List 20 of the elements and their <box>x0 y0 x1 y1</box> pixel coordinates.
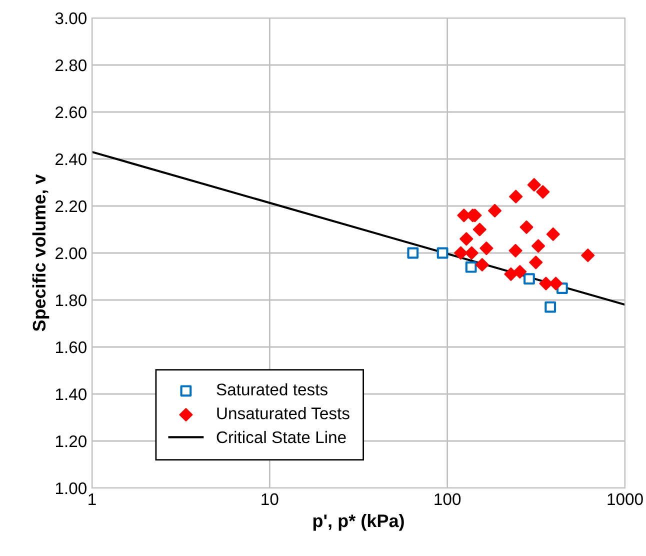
y-axis-title: Specific volume, v <box>32 174 50 332</box>
y-tick-label: 1.60 <box>56 341 86 354</box>
y-tick-label: 2.60 <box>56 106 86 118</box>
y-tick-label: 1.80 <box>56 294 86 306</box>
y-tick-label: 2.80 <box>56 59 86 72</box>
x-tick-label: 100 <box>434 493 461 506</box>
x-axis-title: p', p* (kPa) <box>313 514 404 531</box>
y-tick-label: 2.40 <box>56 153 86 166</box>
x-tick-label: 10 <box>262 493 278 506</box>
y-tick-label: 1.40 <box>56 388 86 400</box>
y-tick-label: 1.00 <box>56 482 86 494</box>
y-tick-label: 3.00 <box>55 12 86 24</box>
legend-label: Critical State Line <box>216 430 346 444</box>
y-tick-label: 2.20 <box>56 200 86 212</box>
x-tick-label: 1 <box>88 493 96 505</box>
y-tick-label: 2.00 <box>56 247 86 260</box>
legend-label: Saturated tests <box>216 383 328 396</box>
y-tick-label: 1.20 <box>56 435 86 448</box>
legend-label: Unsaturated Tests <box>217 407 350 420</box>
x-tick-label: 1000 <box>608 493 643 506</box>
